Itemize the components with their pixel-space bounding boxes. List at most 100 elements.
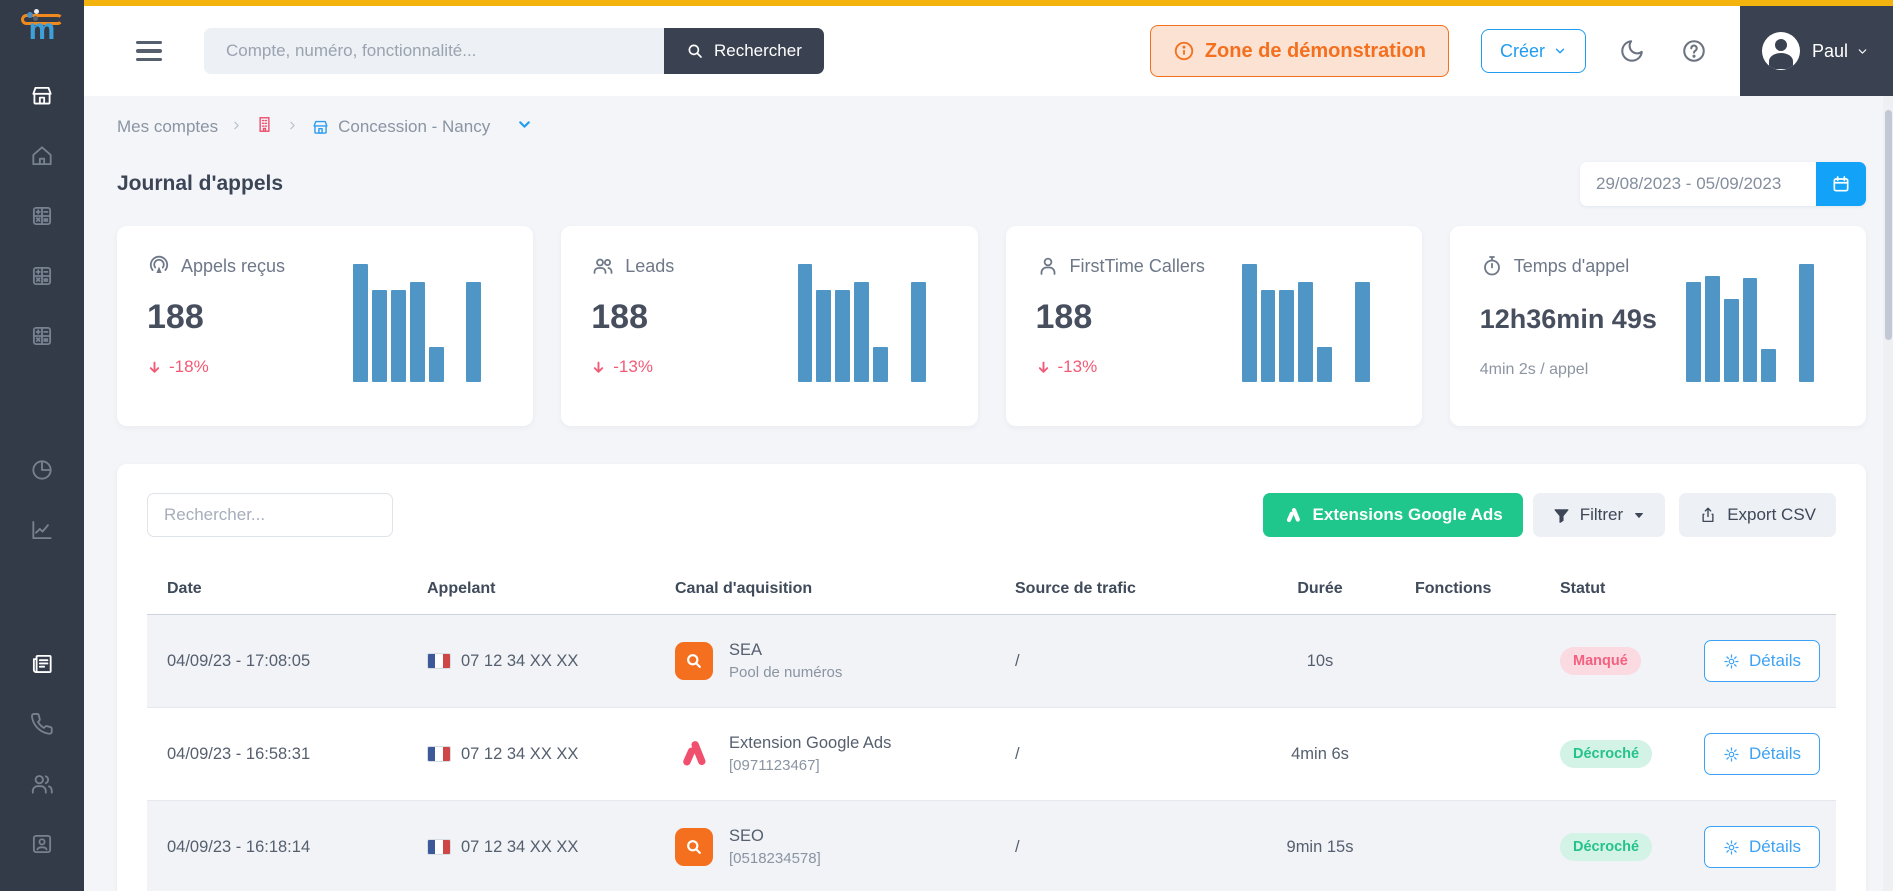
stat-card-appels-recus: Appels reçus 188 -18%	[117, 226, 534, 426]
date-range-input[interactable]	[1580, 162, 1816, 206]
chevron-down-icon	[1555, 48, 1565, 54]
stat-card-firsttime-callers: FirstTime Callers 188 -13%	[1005, 226, 1422, 426]
channel-sub: [0971123467]	[729, 757, 820, 774]
chevron-right-icon	[286, 117, 299, 137]
sidebar-item-phone-icon[interactable]	[29, 711, 55, 737]
google-ads-extensions-button[interactable]: Extensions Google Ads	[1262, 493, 1523, 537]
sidebar-item-calculator-icon-3[interactable]	[29, 323, 55, 349]
global-search-input[interactable]	[204, 28, 664, 74]
cell-caller: 07 12 34 XX XX	[407, 838, 655, 857]
menu-toggle-icon[interactable]	[136, 41, 162, 61]
cell-status: Décroché	[1540, 740, 1680, 768]
status-badge: Décroché	[1560, 833, 1653, 861]
user-name: Paul	[1811, 40, 1848, 61]
global-search-button[interactable]: Rechercher	[664, 28, 824, 74]
details-button[interactable]: Détails	[1704, 640, 1820, 682]
moon-icon	[1621, 40, 1643, 62]
accent-bar	[84, 0, 1893, 6]
google-ads-button-label: Extensions Google Ads	[1312, 505, 1503, 524]
scrollbar-thumb[interactable]	[1884, 110, 1892, 340]
account-switcher-caret[interactable]	[516, 116, 533, 138]
breadcrumb: Mes comptes Concession - Nancy	[117, 110, 1866, 144]
stat-card-value: 12h36min 49s	[1479, 304, 1657, 334]
cell-status: Manqué	[1540, 647, 1680, 675]
avatar	[1761, 32, 1800, 70]
gear-icon	[1724, 746, 1739, 762]
search-ads-icon	[675, 828, 713, 866]
details-button[interactable]: Détails	[1704, 733, 1820, 775]
cell-status: Décroché	[1540, 833, 1680, 861]
france-flag-icon	[427, 746, 451, 762]
sidebar-item-pie-chart-icon[interactable]	[29, 457, 55, 483]
export-csv-button[interactable]: Export CSV	[1679, 493, 1836, 537]
calendar-button[interactable]	[1816, 162, 1866, 206]
cell-duration: 9min 15s	[1286, 837, 1354, 856]
sidebar-item-store-icon[interactable]	[29, 83, 55, 109]
info-icon	[1174, 41, 1193, 61]
stat-card-delta: -13%	[1036, 357, 1392, 377]
column-header-date[interactable]: Date	[167, 579, 202, 597]
status-badge: Décroché	[1560, 740, 1653, 768]
global-search: Rechercher	[204, 28, 824, 74]
logo-bracket	[21, 14, 63, 25]
stat-card-label: FirstTime Callers	[1069, 255, 1205, 276]
column-header-source[interactable]: Source de trafic	[1015, 579, 1136, 597]
scrollbar[interactable]	[1883, 96, 1893, 891]
column-header-statut[interactable]: Statut	[1560, 579, 1606, 597]
date-range-picker	[1580, 162, 1866, 206]
user-icon	[1040, 257, 1055, 275]
sidebar-item-call-journal-icon[interactable]	[29, 651, 55, 677]
status-badge: Manqué	[1560, 647, 1641, 675]
sidebar-item-calculator-icon-1[interactable]	[29, 203, 55, 229]
app-logo[interactable]: m	[19, 9, 65, 46]
sidebar-item-calculator-icon-2[interactable]	[29, 263, 55, 289]
channel-name: SEA	[729, 641, 763, 659]
column-header-duree[interactable]: Durée	[1297, 579, 1343, 597]
sidebar-item-home-icon[interactable]	[29, 143, 55, 169]
table-row: 04/09/23 - 16:58:31 07 12 34 XX XX Exten…	[147, 708, 1836, 801]
main-content: Mes comptes Concession - Nancy Journal d…	[84, 96, 1893, 891]
cell-action: Détails	[1680, 826, 1836, 868]
breadcrumb-root[interactable]: Mes comptes	[117, 117, 219, 136]
stat-card-subtext: 4min 2s / appel	[1479, 361, 1589, 378]
breadcrumb-current-label: Concession - Nancy	[338, 117, 491, 136]
gear-icon	[1724, 653, 1739, 669]
search-ads-icon	[675, 642, 713, 680]
arrow-down-icon	[1038, 361, 1048, 373]
chevron-down-icon	[1858, 48, 1867, 54]
filter-button[interactable]: Filtrer	[1532, 493, 1666, 537]
cell-date: 04/09/23 - 17:08:05	[167, 651, 311, 670]
table-toolbar: Extensions Google Ads Filtrer Export CSV	[117, 464, 1866, 563]
company-building-icon[interactable]	[255, 115, 274, 139]
column-header-appelant[interactable]: Appelant	[427, 579, 496, 597]
cell-source: /	[1015, 651, 1020, 670]
column-header-canal[interactable]: Canal d'aquisition	[675, 579, 813, 597]
cell-channel: SEA Pool de numéros	[655, 641, 995, 681]
top-header: Rechercher Zone de démonstration Créer P…	[84, 6, 1893, 96]
sidebar-item-users-icon[interactable]	[29, 771, 55, 797]
breadcrumb-current[interactable]: Concession - Nancy	[311, 117, 490, 137]
table-row: 04/09/23 - 16:18:14 07 12 34 XX XX SEO […	[147, 801, 1836, 891]
cell-duration: 4min 6s	[1291, 744, 1349, 763]
sidebar-item-contact-card-icon[interactable]	[29, 831, 55, 857]
column-header-fonctions[interactable]: Fonctions	[1415, 579, 1492, 597]
stat-card-value: 188	[147, 298, 204, 336]
dark-mode-toggle[interactable]	[1616, 35, 1648, 67]
france-flag-icon	[427, 839, 451, 855]
cell-channel: SEO [0518234578]	[655, 827, 995, 867]
demo-zone-label: Zone de démonstration	[1204, 39, 1426, 62]
export-button-label: Export CSV	[1727, 505, 1816, 524]
stat-card-leads: Leads 188 -13%	[561, 226, 978, 426]
sidebar-item-line-chart-icon[interactable]	[29, 517, 55, 543]
cell-caller: 07 12 34 XX XX	[407, 745, 655, 764]
details-button[interactable]: Détails	[1704, 826, 1820, 868]
create-button-label: Créer	[1499, 40, 1545, 61]
create-button[interactable]: Créer	[1480, 29, 1586, 73]
arrow-down-icon	[594, 361, 604, 373]
user-menu[interactable]: Paul	[1739, 6, 1893, 96]
channel-sub: [0518234578]	[729, 850, 821, 867]
help-button[interactable]	[1678, 35, 1710, 67]
cell-source: /	[1015, 837, 1020, 856]
table-search-input[interactable]	[147, 493, 393, 537]
export-icon	[1702, 507, 1714, 523]
